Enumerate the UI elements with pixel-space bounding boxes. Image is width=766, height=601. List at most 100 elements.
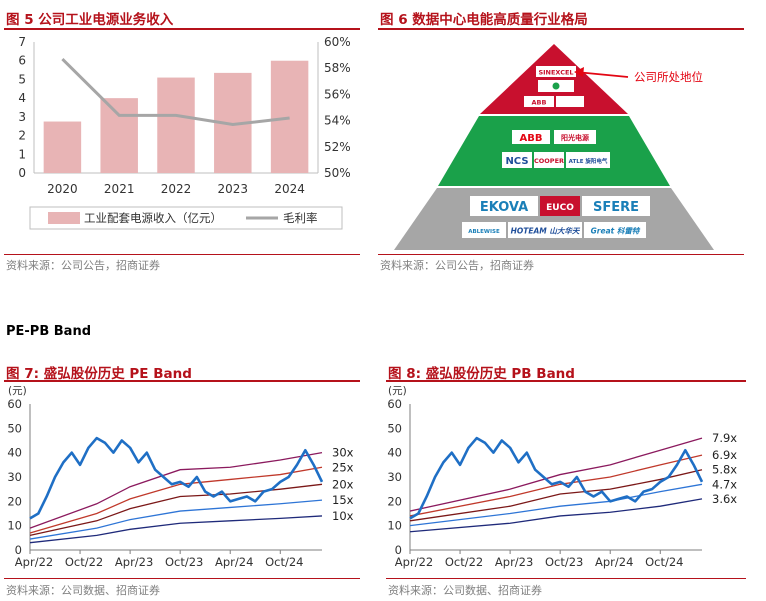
fig8-y-unit: (元) [388,385,407,397]
fig8-band-line [409,454,703,517]
fig5-y2-tick-label: 52% [324,140,351,154]
fig6-title-rule [378,28,744,30]
fig8-x-tick-label: Apr/22 [395,555,433,569]
fig8-x-tick-label: Apr/24 [595,555,633,569]
fig7-band-label: 30x [332,446,354,460]
fig7-title-rule [4,380,360,382]
logo-sfere-text: SFERE [593,200,639,215]
fig7-band-line [29,452,323,529]
fig8-y-tick-label: 0 [395,543,402,557]
fig7-y-tick-label: 0 [15,543,22,557]
fig7-y-unit: (元) [8,385,27,397]
fig5-chart: 0 1 2 3 4 5 6 7 50% 52% 54% 56% 58% 60% 2020 2021 2022 20… [18,35,351,230]
fig5-x-tick-label: 2020 [47,182,78,196]
logo-great-text: Great 科雷特 [591,227,641,236]
annotation-label: 公司所处地位 [634,70,703,84]
fig5-y-tick-label: 6 [18,54,26,68]
fig8-y-tick-label: 50 [387,421,402,435]
fig5-bottom-rule [4,254,360,255]
fig5-x-tick-label: 2022 [161,182,192,196]
fig8-band-label: 4.7x [712,477,737,491]
logo-ncs-text: NCS [505,156,528,167]
fig7-x-tick-label: Oct/24 [265,555,303,569]
annotation-arrow-head [574,67,584,77]
fig8-y-tick-label: 20 [387,494,402,508]
fig7-band-line [29,483,323,537]
logo-sungrow [554,130,596,144]
logo-sfere [582,196,650,216]
logo-sinexcel-text: SINEXCEL [538,69,573,77]
logo-atle [566,152,610,168]
logo-tier1-b-mark [552,82,560,90]
fig5-y-tick-label: 4 [18,91,26,105]
fig7-bottom-rule [4,578,360,579]
fig6-source: 资料来源：公司公告，招商证券 [380,259,534,272]
fig8-title: 图 8: 盛弘股份历史 PB Band [388,366,575,382]
fig8-band-label: 7.9x [712,431,737,445]
fig6-bottom-rule [378,254,744,255]
fig7-y-tick-label: 10 [7,519,22,533]
fig5-x-tick-label: 2024 [274,182,305,196]
fig7-y-tick-label: 50 [7,421,22,435]
logo-ekova-text: EKOVA [480,200,528,215]
fig7-x-tick-label: Oct/22 [65,555,103,569]
fig7-x-tick-label: Oct/23 [165,555,203,569]
logo-sungrow-text: 阳光电源 [561,133,589,142]
fig8-x-tick-label: Oct/24 [645,555,683,569]
logo-tier1-c-text: ABB [532,99,547,107]
fig8-title-rule [386,380,746,382]
annotation-arrow-line [575,71,629,78]
fig5-bar [100,98,138,173]
fig5-y-tick-label: 3 [18,110,26,124]
logo-atle-text: ATLE 旋阳电气 [569,157,608,165]
fig8-band-line [409,483,703,527]
fig7-y-tick-label: 60 [7,397,22,411]
logo-great [584,222,646,238]
fig8-bottom-rule [386,578,746,579]
fig8-x-tick-label: Apr/23 [495,555,533,569]
logo-tier1-c [524,96,554,107]
fig5-bar [43,121,82,173]
fig8-band-line [409,498,703,533]
fig5-y-tick-label: 0 [18,166,26,180]
fig7-band-label: 15x [332,493,354,507]
fig7-x-tick-label: Apr/24 [215,555,253,569]
fig7-band-label: 20x [332,477,354,491]
fig5-y2-tick-label: 54% [324,114,351,128]
logo-ablewise [462,222,506,238]
logo-cooper [534,152,564,168]
fig7-band-label: 10x [332,509,354,523]
fig8-price-line [409,436,704,520]
fig7-y-tick-label: 20 [7,494,22,508]
logo-sinexcel [536,66,576,77]
pyramid-tier-top [480,44,628,114]
fig5-y-tick-label: 1 [18,147,26,161]
fig5-y-tick-label: 2 [18,129,26,143]
fig8-x-tick-label: Oct/22 [445,555,483,569]
fig8-y-tick-label: 30 [387,470,402,484]
fig8-y-tick-label: 10 [387,519,402,533]
fig7-title: 图 7: 盛弘股份历史 PE Band [6,366,192,382]
fig8-band-label: 5.8x [712,463,737,477]
section-heading: PE-PB Band [6,324,92,339]
fig5-source: 资料来源：公司公告，招商证券 [6,259,160,272]
logo-cooper-text: COOPER [534,157,564,165]
logo-ncs [502,152,532,168]
fig8-y-tick-label: 60 [387,397,402,411]
logo-euco [540,196,580,216]
fig7-x-tick-label: Apr/23 [115,555,153,569]
fig5-y2-tick-label: 58% [324,61,351,75]
fig5-x-tick-label: 2021 [104,182,135,196]
fig5-bar [157,77,195,173]
fig5-legend-line-label: 毛利率 [283,211,318,225]
logo-euco-text: EUCO [546,203,574,213]
fig8-y-tick-label: 40 [387,446,402,460]
fig5-y2-tick-label: 50% [324,166,351,180]
fig8-band-line [409,469,703,522]
fig5-x-tick-label: 2023 [218,182,249,196]
logo-abb-text: ABB [520,133,543,144]
logo-hoteam [508,222,582,238]
fig8-source: 资料来源：公司数据、招商证券 [388,584,542,597]
fig6-title: 图 6 数据中心电能高质量行业格局 [380,12,588,28]
fig7-y-tick-label: 30 [7,470,22,484]
